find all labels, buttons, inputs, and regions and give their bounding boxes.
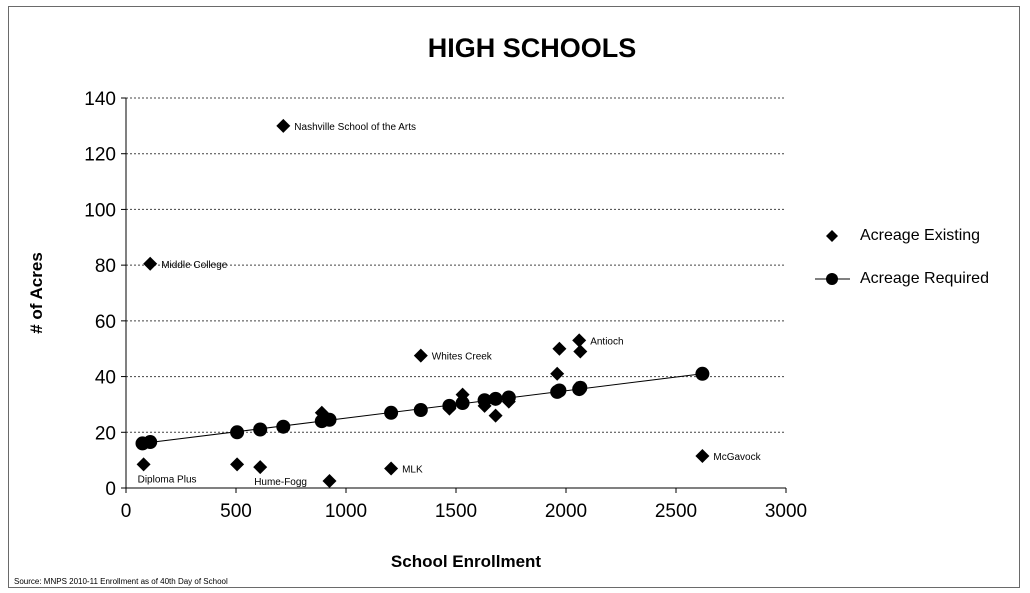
acreage-required-points: [135, 366, 710, 451]
acreage-required-point: [276, 419, 291, 434]
acreage-existing-points: [136, 118, 710, 489]
acreage-existing-point: [253, 460, 268, 475]
y-tick-label: 0: [105, 479, 116, 500]
y-tick-label: 20: [95, 423, 116, 444]
point-label: Hume-Fogg: [254, 477, 307, 488]
acreage-existing-point: [143, 256, 158, 271]
x-tick-label: 1000: [325, 501, 367, 522]
acreage-required-point: [143, 435, 158, 450]
acreage-required-point: [322, 412, 337, 427]
x-tick-label: 3000: [765, 501, 807, 522]
acreage-required-point: [253, 422, 268, 437]
acreage-required-point: [573, 380, 588, 395]
x-tick-label: 2500: [655, 501, 697, 522]
acreage-required-point: [384, 405, 399, 420]
acreage-existing-point: [550, 366, 565, 381]
acreage-existing-point: [442, 401, 457, 416]
legend-label-required: Acreage Required: [860, 270, 989, 287]
acreage-existing-point: [276, 118, 291, 133]
y-tick-label: 60: [95, 312, 116, 333]
legend-item-required: Acreage Required: [815, 270, 989, 287]
acreage-existing-point: [695, 448, 710, 463]
y-axis-title: # of Acres: [27, 252, 46, 334]
legend-label-existing: Acreage Existing: [860, 227, 980, 244]
source-note: Source: MNPS 2010-11 Enrollment as of 40…: [14, 577, 228, 586]
x-tick-label: 1500: [435, 501, 477, 522]
acreage-required-point: [488, 391, 503, 406]
x-tick-label: 500: [220, 501, 252, 522]
y-tick-label: 80: [95, 256, 116, 277]
acreage-existing-point: [488, 408, 503, 423]
point-labels: Nashville School of the Arts Middle Colle…: [138, 122, 762, 488]
point-label: McGavock: [713, 452, 761, 463]
acreage-existing-point: [572, 333, 587, 348]
legend-diamond-marker: [826, 230, 838, 242]
y-tick-label: 40: [95, 368, 116, 389]
y-tick-label: 100: [84, 200, 116, 221]
acreage-existing-point: [322, 474, 337, 489]
legend: Acreage Existing Acreage Required: [815, 227, 989, 287]
chart-title: HIGH SCHOOLS: [428, 33, 637, 63]
acreage-existing-point: [314, 405, 329, 420]
x-tick-labels: 0 500 1000 1500 2000 2500 3000: [121, 501, 807, 522]
acreage-required-point: [695, 366, 710, 381]
acreage-required-point: [552, 383, 567, 398]
acreage-existing-point: [413, 348, 428, 363]
x-tick-label: 2000: [545, 501, 587, 522]
y-tick-label: 120: [84, 145, 116, 166]
point-label: Nashville School of the Arts: [294, 122, 416, 133]
axes: [121, 97, 787, 493]
acreage-existing-point: [477, 398, 492, 413]
x-axis-title: School Enrollment: [391, 552, 542, 571]
point-label: Diploma Plus: [138, 474, 197, 485]
legend-circle-marker: [826, 273, 838, 285]
acreage-required-point: [413, 403, 428, 417]
acreage-required-point: [230, 425, 245, 440]
acreage-existing-point: [501, 394, 516, 409]
acreage-existing-point: [552, 341, 567, 356]
legend-item-existing: Acreage Existing: [826, 227, 980, 244]
point-label: Antioch: [590, 336, 623, 347]
acreage-existing-point: [455, 387, 470, 402]
acreage-existing-point: [573, 344, 588, 359]
point-label: Whites Creek: [432, 352, 493, 363]
x-tick-label: 0: [121, 501, 132, 522]
chart-frame: [8, 6, 1020, 588]
acreage-existing-point: [230, 457, 245, 472]
y-tick-label: 140: [84, 89, 116, 110]
acreage-existing-point: [136, 457, 151, 472]
point-label: Middle College: [161, 260, 228, 271]
y-tick-labels: 0 20 40 60 80 100 120 140: [84, 89, 116, 500]
acreage-required-point: [455, 396, 470, 411]
point-label: MLK: [402, 465, 423, 476]
acreage-existing-point: [384, 461, 399, 476]
